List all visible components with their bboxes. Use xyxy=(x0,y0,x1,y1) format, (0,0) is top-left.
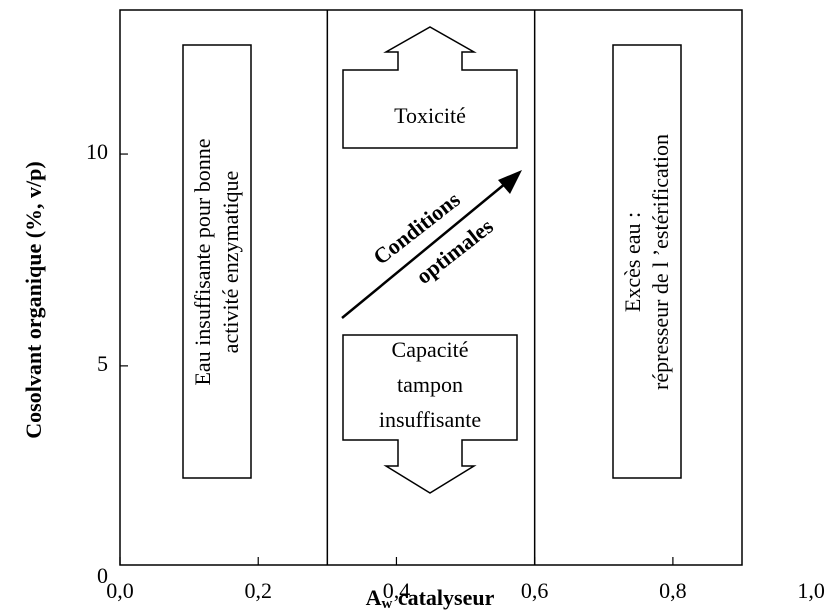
x-tick-label: 0,6 xyxy=(521,578,549,603)
x-tick-label: 1,0 xyxy=(797,578,825,603)
buffer-text: insuffisante xyxy=(379,407,481,432)
right-text: Excès eau : xyxy=(620,212,645,312)
left-text: activité enzymatique xyxy=(218,171,243,354)
x-tick-label: 0,2 xyxy=(244,578,272,603)
y-tick-label: 0 xyxy=(97,563,108,588)
right-text: répresseur de l ’estérification xyxy=(648,134,673,390)
x-tick-label: 0,8 xyxy=(659,578,687,603)
buffer-text: Capacité xyxy=(392,337,469,362)
left-box xyxy=(182,44,252,479)
buffer-text: tampon xyxy=(397,372,463,397)
toxicity-arrow-box xyxy=(342,26,518,149)
x-tick-label: 0,0 xyxy=(106,578,134,603)
buffer-arrow-box xyxy=(342,334,518,494)
optimal-arrow-head xyxy=(498,170,522,194)
x-label-rest: catalyseur xyxy=(392,585,494,610)
left-text: Eau insuffisante pour bonne xyxy=(190,138,215,385)
optimal-arrow-line xyxy=(341,182,507,319)
x-axis-label: Aw catalyseur xyxy=(366,585,495,612)
x-label-main: A xyxy=(366,585,382,610)
right-box xyxy=(612,44,682,479)
y-tick-label: 10 xyxy=(86,139,108,164)
x-label-sub: w xyxy=(382,596,393,612)
toxicity-text: Toxicité xyxy=(394,103,466,128)
y-axis-label: Cosolvant organique (%, v/p) xyxy=(21,161,46,438)
y-tick-label: 5 xyxy=(97,351,108,376)
x-tick-label: 0,4 xyxy=(383,578,411,603)
